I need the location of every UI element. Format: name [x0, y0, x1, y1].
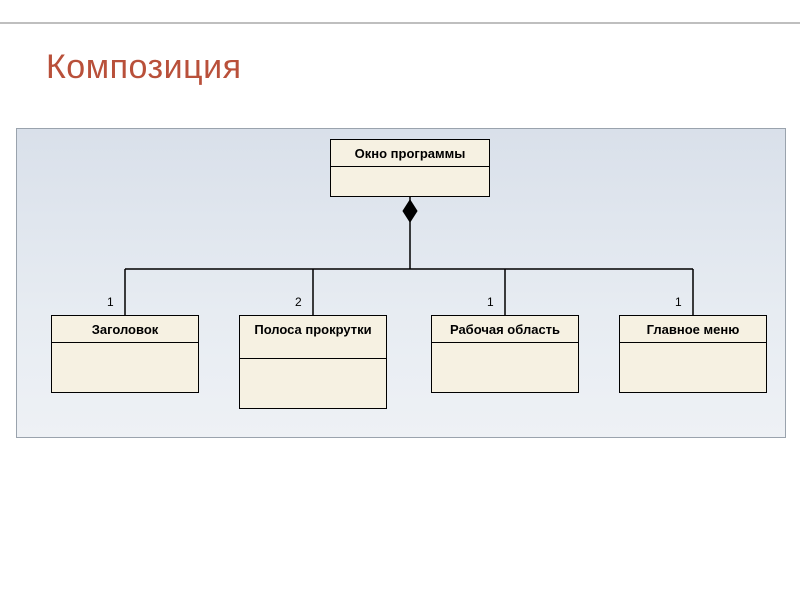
- uml-class-child: Полоса прокрутки: [239, 315, 387, 409]
- uml-class-name: Рабочая область: [432, 316, 578, 342]
- uml-class-name: Окно программы: [331, 140, 489, 166]
- uml-class-name: Полоса прокрутки: [240, 316, 386, 358]
- uml-class-name: Главное меню: [620, 316, 766, 342]
- top-rule: [0, 22, 800, 24]
- slide: Композиция Окно программы Заголовок Полоса…: [0, 0, 800, 600]
- composition-diamond-icon: [403, 200, 417, 222]
- slide-title: Композиция: [46, 48, 242, 87]
- uml-class-child: Рабочая область: [431, 315, 579, 393]
- multiplicity-label: 1: [107, 295, 114, 309]
- uml-class-child: Заголовок: [51, 315, 199, 393]
- multiplicity-label: 1: [675, 295, 682, 309]
- multiplicity-label: 2: [295, 295, 302, 309]
- uml-class-name: Заголовок: [52, 316, 198, 342]
- uml-class-child: Главное меню: [619, 315, 767, 393]
- uml-class-parent: Окно программы: [330, 139, 490, 197]
- multiplicity-label: 1: [487, 295, 494, 309]
- diagram-panel: Окно программы Заголовок Полоса прокрутки Р…: [16, 128, 786, 438]
